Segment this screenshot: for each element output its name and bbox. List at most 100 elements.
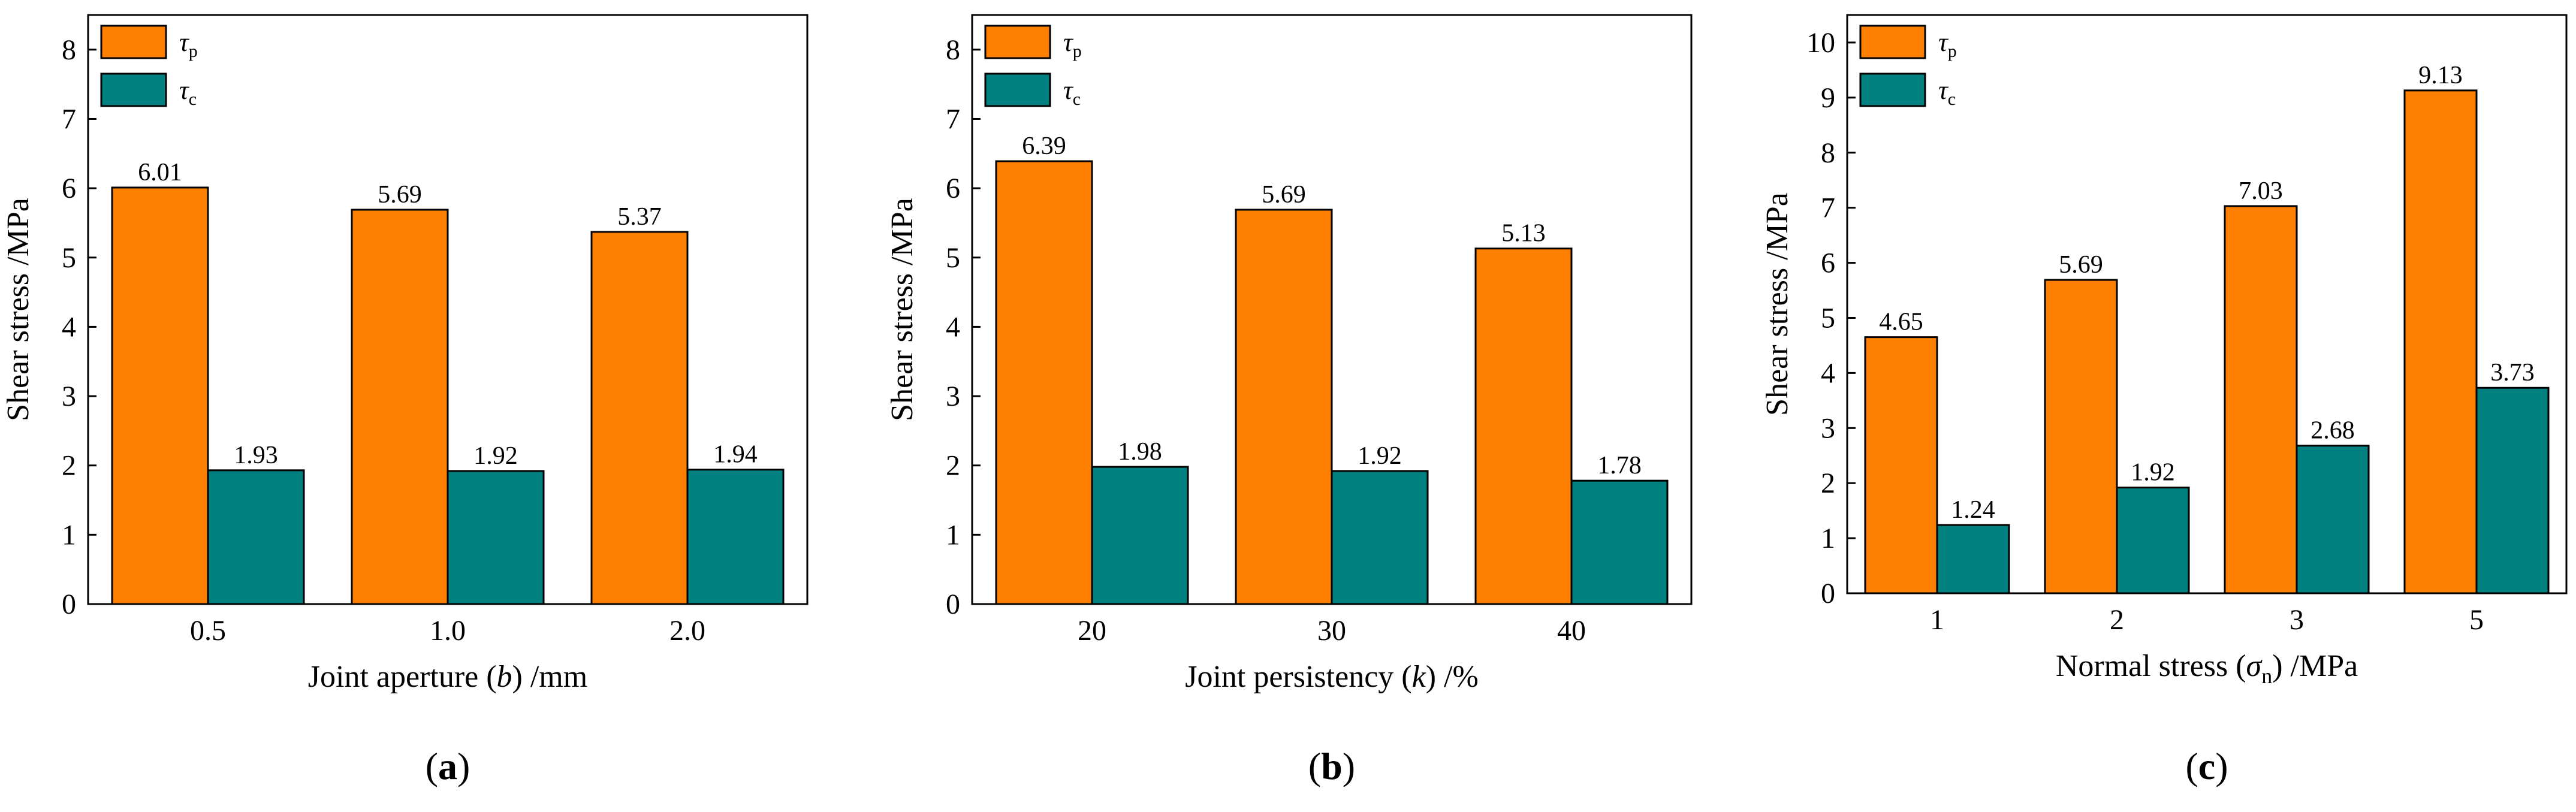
- bar-tau-c-40: [1570, 479, 1669, 605]
- y-axis-label: Shear stress /MPa: [885, 198, 919, 421]
- panel-label: (a): [426, 745, 470, 787]
- data-label: 5.13: [1501, 220, 1546, 247]
- data-label: 5.69: [1262, 181, 1306, 209]
- data-label: 4.65: [1879, 309, 1923, 336]
- bar-tau-p-1.0: [351, 209, 449, 605]
- bar-tau-p-40: [1474, 247, 1573, 605]
- legend-swatch-tau-c: [984, 73, 1051, 107]
- bar-tau-c-3: [2296, 445, 2370, 594]
- x-tick-label: 20: [1078, 615, 1106, 647]
- data-label: 1.92: [2131, 459, 2175, 487]
- y-tick-label: 1: [946, 519, 960, 551]
- legend-swatch-tau-p: [984, 25, 1051, 59]
- y-tick-label: 3: [62, 381, 76, 412]
- data-label: 5.69: [2059, 251, 2103, 279]
- y-tick-label: 10: [1806, 27, 1835, 59]
- bar-tau-c-2.0: [686, 469, 785, 605]
- bar-tau-p-3: [2224, 205, 2298, 594]
- x-tick-label: 2: [2110, 604, 2124, 636]
- legend-swatch-tau-c: [1859, 73, 1926, 107]
- panel-label: (b): [1308, 745, 1355, 787]
- y-tick-label: 8: [946, 34, 960, 66]
- y-tick-label: 7: [62, 103, 76, 135]
- y-tick-label: 8: [62, 34, 76, 66]
- y-tick-label: 5: [62, 242, 76, 274]
- chart-panel-c: 0 1 2 3 4 5 6 7 8 9 10 1 4.65 1.24 2 5.69 1.92 3 7.03 2.68 5…: [1760, 14, 2568, 787]
- y-tick-label: 4: [62, 311, 76, 343]
- data-label: 6.39: [1022, 132, 1066, 160]
- data-label: 5.37: [617, 203, 662, 231]
- data-label: 3.73: [2490, 359, 2535, 387]
- y-tick-label: 0: [62, 588, 76, 620]
- y-tick-label: 8: [1821, 137, 1835, 169]
- x-axis-label: Joint aperture (b) /mm: [308, 660, 587, 694]
- panel-label: (c): [2185, 745, 2228, 787]
- x-tick-label: 30: [1317, 615, 1346, 647]
- legend-swatch-tau-p: [1859, 25, 1926, 59]
- bar-tau-p-2: [2044, 279, 2118, 594]
- bar-tau-c-20: [1091, 466, 1189, 605]
- y-tick-label: 7: [1821, 192, 1835, 224]
- legend-label-tau-c: τc: [1938, 76, 1956, 109]
- legend-label-tau-p: τp: [1938, 28, 1957, 61]
- y-tick-label: 5: [1821, 302, 1835, 334]
- y-tick-label: 2: [946, 450, 960, 482]
- data-label: 6.01: [138, 159, 182, 186]
- x-tick-label: 40: [1557, 615, 1586, 647]
- bar-tau-p-5: [2403, 89, 2478, 594]
- bar-tau-c-1.0: [447, 470, 545, 605]
- data-label: 2.68: [2310, 417, 2355, 445]
- bar-tau-p-0.5: [111, 186, 209, 605]
- y-tick-label: 0: [1821, 578, 1835, 609]
- y-tick-label: 0: [946, 588, 960, 620]
- y-tick-label: 3: [946, 381, 960, 412]
- y-axis-label: Shear stress /MPa: [1, 198, 35, 421]
- x-tick-label: 3: [2290, 604, 2304, 636]
- x-axis-label: Normal stress (σn) /MPa: [2056, 649, 2358, 688]
- data-label: 1.78: [1597, 452, 1642, 479]
- y-tick-label: 1: [1821, 523, 1835, 554]
- plot-frame: [1846, 14, 2568, 594]
- data-label: 1.92: [1358, 442, 1402, 470]
- y-tick-label: 4: [946, 311, 960, 343]
- y-tick-label: 6: [1821, 247, 1835, 279]
- y-tick-label: 2: [62, 450, 76, 482]
- data-label: 1.98: [1118, 438, 1162, 466]
- x-axis-label: Joint persistency (k) /%: [1185, 660, 1479, 694]
- legend-swatch-tau-c: [100, 73, 167, 107]
- data-label: 7.03: [2239, 177, 2283, 205]
- data-label: 1.24: [1951, 496, 1995, 524]
- y-tick-label: 7: [946, 103, 960, 135]
- legend-label-tau-c: τc: [1063, 76, 1081, 109]
- x-tick-label: 2.0: [669, 615, 705, 647]
- chart-panel-b: 0 1 2 3 4 5 6 7 8 20 6.39 1.98 30 5.69 1.92 40 5.13 1.78 τ…: [885, 14, 1693, 787]
- y-tick-label: 3: [1821, 412, 1835, 444]
- bar-tau-c-2: [2116, 487, 2190, 594]
- chart-panel-a: 0 1 2 3 4 5 6 7 8 0.5 6.01 1.93 1.0 5.69 1.92 2.0 5.37 1.…: [1, 14, 809, 787]
- bar-tau-c-0.5: [207, 469, 305, 605]
- y-tick-label: 6: [62, 173, 76, 204]
- y-tick-label: 1: [62, 519, 76, 551]
- bar-tau-p-2.0: [590, 231, 689, 605]
- bar-tau-p-30: [1235, 209, 1333, 605]
- x-tick-label: 1.0: [430, 615, 466, 647]
- y-tick-label: 6: [946, 173, 960, 204]
- x-tick-label: 0.5: [190, 615, 226, 647]
- data-label: 5.69: [378, 181, 422, 209]
- bar-tau-p-1: [1864, 336, 1938, 594]
- y-tick-label: 5: [946, 242, 960, 274]
- legend-swatch-tau-p: [100, 25, 167, 59]
- data-label: 9.13: [2418, 62, 2463, 89]
- x-tick-label: 1: [1930, 604, 1944, 636]
- legend-label-tau-c: τc: [179, 76, 197, 109]
- x-tick-label: 5: [2469, 604, 2484, 636]
- bar-tau-c-1: [1936, 524, 2010, 594]
- legend-label-tau-p: τp: [179, 28, 198, 61]
- y-tick-label: 9: [1821, 82, 1835, 114]
- bar-tau-p-20: [995, 160, 1093, 605]
- y-tick-label: 4: [1821, 357, 1835, 389]
- data-label: 1.92: [473, 442, 518, 470]
- data-label: 1.93: [234, 442, 278, 469]
- bar-tau-c-5: [2475, 387, 2550, 594]
